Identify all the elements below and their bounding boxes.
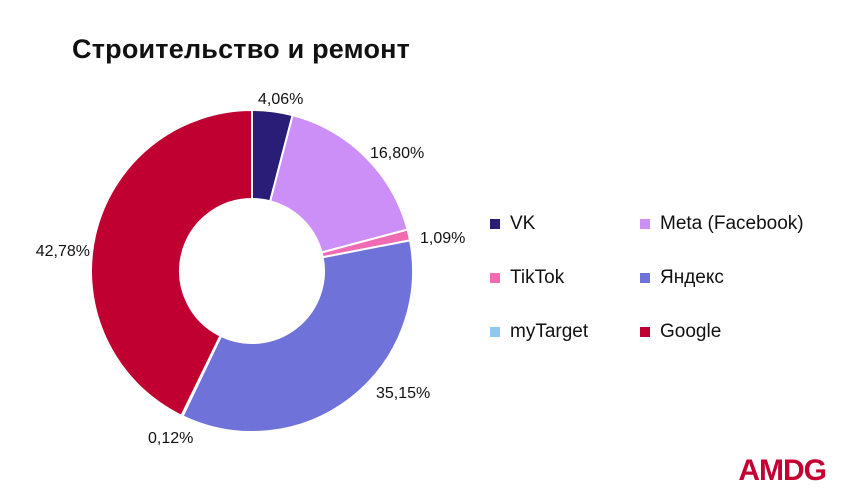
legend: VK Meta (Facebook) TikTok Яндекс myTarge… — [490, 212, 840, 344]
data-label-meta: 16,80% — [370, 145, 424, 162]
legend-item-mytarget: myTarget — [490, 320, 640, 344]
legend-label-vk: VK — [510, 213, 536, 234]
slice-google — [89, 108, 253, 418]
legend-swatch-tiktok — [490, 273, 500, 283]
legend-swatch-mytarget — [490, 327, 500, 337]
legend-item-vk: VK — [490, 212, 640, 236]
legend-label-yandex: Яндекс — [660, 267, 724, 288]
legend-swatch-google — [640, 327, 650, 337]
data-label-mytarget: 0,12% — [148, 430, 193, 447]
legend-label-google: Google — [660, 321, 722, 342]
legend-swatch-vk — [490, 219, 500, 229]
legend-swatch-yandex — [640, 273, 650, 283]
data-label-vk: 4,06% — [258, 91, 303, 108]
amdg-logo: AMDG — [738, 454, 827, 487]
legend-label-tiktok: TikTok — [510, 267, 565, 288]
legend-item-tiktok: TikTok — [490, 266, 640, 290]
legend-item-meta: Meta (Facebook) — [640, 212, 840, 236]
data-label-google: 42,78% — [36, 243, 90, 260]
legend-item-google: Google — [640, 320, 840, 344]
slice-meta — [268, 113, 409, 254]
slice-yandex — [181, 239, 414, 433]
legend-label-meta: Meta (Facebook) — [660, 213, 804, 234]
legend-swatch-meta — [640, 219, 650, 229]
legend-label-mytarget: myTarget — [510, 321, 589, 342]
data-label-yandex: 35,15% — [376, 385, 430, 402]
data-label-tiktok: 1,09% — [420, 230, 465, 247]
chart-title: Строительство и ремонт — [72, 34, 411, 64]
legend-item-yandex: Яндекс — [640, 266, 840, 290]
